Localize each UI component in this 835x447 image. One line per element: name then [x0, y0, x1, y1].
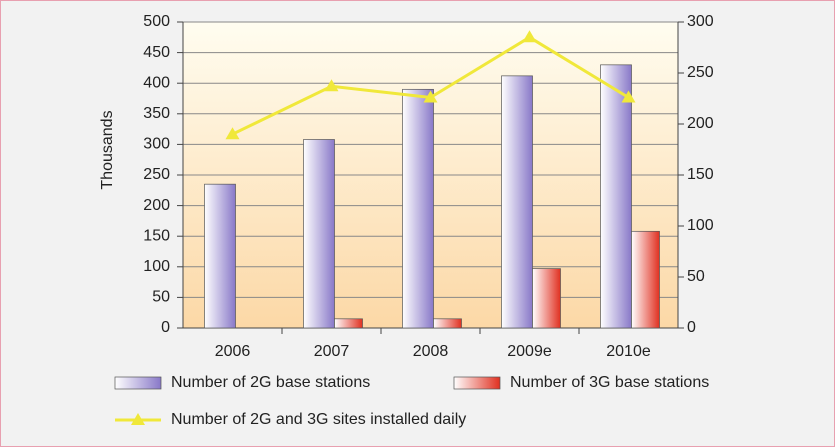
- bar: [334, 318, 363, 329]
- bar: [631, 230, 660, 329]
- bar: [303, 139, 335, 329]
- bar: [204, 183, 236, 329]
- y2-tick-label: 150: [687, 166, 714, 183]
- y-tick-label: 300: [143, 136, 170, 153]
- y-tick-label: 50: [152, 289, 170, 306]
- y2-tick-label: 250: [687, 64, 714, 81]
- bar: [532, 268, 561, 329]
- y-tick-label: 250: [143, 166, 170, 183]
- y-tick-label: 400: [143, 74, 170, 91]
- y-tick-label: 500: [143, 13, 170, 30]
- y-tick-label: 100: [143, 258, 170, 275]
- y-tick-label: 150: [143, 227, 170, 244]
- y2-tick-label: 0: [687, 319, 696, 336]
- line-marker: [324, 79, 339, 92]
- legend-label: Number of 2G base stations: [171, 374, 370, 391]
- bar: [402, 88, 434, 329]
- legend-swatch: [453, 376, 501, 390]
- legend-label: Number of 3G base stations: [510, 374, 709, 391]
- legend-label: Number of 2G and 3G sites installed dail…: [171, 411, 466, 428]
- x-tick-label: 2009e: [507, 343, 552, 360]
- y-tick-label: 0: [161, 319, 170, 336]
- bar: [501, 75, 533, 329]
- bar: [433, 318, 462, 329]
- legend-swatch: [131, 413, 145, 425]
- y2-tick-label: 300: [687, 13, 714, 30]
- y2-tick-label: 200: [687, 115, 714, 132]
- x-tick-label: 2008: [413, 343, 449, 360]
- y-tick-label: 350: [143, 105, 170, 122]
- y2-tick-label: 50: [687, 268, 705, 285]
- x-tick-label: 2010e: [606, 343, 651, 360]
- x-tick-label: 2007: [314, 343, 350, 360]
- line-marker: [423, 90, 438, 103]
- line-marker: [522, 30, 537, 43]
- legend-swatch: [114, 376, 162, 390]
- y-tick-label: 450: [143, 44, 170, 61]
- x-tick-label: 2006: [215, 343, 251, 360]
- y-axis-label: Thousands: [99, 110, 116, 189]
- y-tick-label: 200: [143, 197, 170, 214]
- line-marker: [225, 127, 240, 140]
- bar: [600, 64, 632, 329]
- y2-tick-label: 100: [687, 217, 714, 234]
- line-marker: [621, 90, 636, 103]
